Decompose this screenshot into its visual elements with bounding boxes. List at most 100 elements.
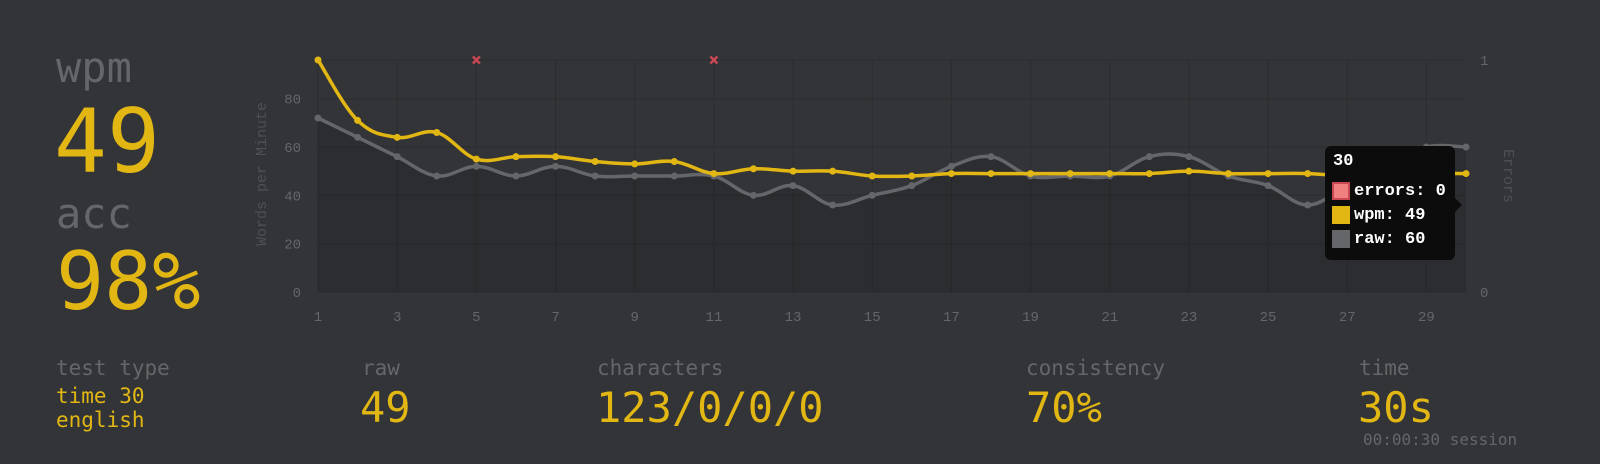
wpm-point [789, 167, 797, 175]
wpm-point [1066, 170, 1074, 178]
wpm-point [1106, 170, 1114, 178]
raw-swatch [1332, 230, 1350, 248]
raw-point [591, 172, 599, 180]
wpm-point [1462, 170, 1470, 178]
time-label: time [1359, 356, 1410, 380]
x-tick-label: 3 [393, 310, 401, 326]
x-tick-label: 5 [472, 310, 480, 326]
accuracy-label: acc [56, 189, 132, 238]
wpm-series [314, 56, 1470, 180]
y2-tick-label: 1 [1480, 54, 1488, 70]
raw-point [1145, 153, 1153, 161]
raw-point [512, 172, 520, 180]
wpm-point [749, 165, 757, 173]
raw-point [670, 172, 678, 180]
test-type-language: english [56, 408, 145, 432]
wpm-point [670, 158, 678, 165]
error-marker [709, 55, 719, 65]
wpm-point [354, 116, 362, 124]
x-tick-label: 9 [630, 310, 638, 326]
raw-point [354, 133, 362, 141]
y2-axis-title: Errors [1499, 149, 1516, 203]
x-tick-label: 1 [314, 310, 322, 326]
raw-value: 49 [360, 383, 411, 432]
accuracy-value: 98% [56, 235, 201, 328]
x-tick-label: 7 [551, 310, 559, 326]
x-tick-label: 21 [1101, 310, 1118, 326]
tooltip-caret [1455, 198, 1462, 212]
wpm-line [316, 59, 1467, 179]
tooltip-row-wpm: wpm: 49 [1332, 204, 1425, 226]
x-tick-label: 25 [1260, 310, 1277, 326]
y2-tick-label: 0 [1480, 286, 1488, 302]
raw-point [472, 162, 480, 170]
raw-point [908, 182, 916, 190]
y-tick-label: 0 [293, 286, 301, 302]
x-tick-label: 27 [1339, 310, 1356, 326]
raw-point [433, 172, 441, 180]
y-axis-ticks: 0 20 40 60 80 [284, 93, 301, 302]
error-marker [471, 55, 481, 65]
tooltip-raw: raw: 60 [1354, 229, 1426, 249]
wpm-point [472, 155, 480, 163]
raw-point [1264, 182, 1272, 190]
raw-point [393, 153, 401, 161]
raw-point [314, 114, 322, 122]
tooltip-errors: errors: 0 [1354, 181, 1446, 201]
tooltip-wpm: wpm: 49 [1354, 205, 1426, 225]
wpm-point [1224, 170, 1232, 178]
raw-point [987, 153, 995, 161]
wpm-point [552, 153, 560, 161]
wpm-point [987, 170, 995, 178]
raw-point [631, 172, 639, 180]
consistency-value: 70% [1026, 383, 1102, 432]
x-tick-label: 23 [1180, 310, 1197, 326]
wpm-point [1027, 170, 1035, 178]
x-tick-label: 13 [785, 310, 802, 326]
wpm-point [433, 129, 441, 136]
wpm-point [1264, 170, 1272, 178]
tooltip-row-raw: raw: 60 [1332, 228, 1425, 250]
wpm-point [868, 172, 876, 180]
x-tick-label: 15 [864, 310, 881, 326]
wpm-point [829, 167, 837, 175]
wpm-value: 49 [54, 90, 160, 193]
characters-label: characters [597, 356, 724, 380]
raw-point [749, 191, 757, 199]
raw-area-fill [318, 118, 1466, 292]
wpm-point [631, 160, 639, 168]
test-type-label: test type [56, 356, 170, 380]
wpm-point [314, 56, 322, 64]
x-tick-label: 11 [705, 310, 722, 326]
wpm-point [1185, 167, 1193, 175]
raw-point [789, 182, 797, 190]
errors-swatch [1332, 182, 1350, 200]
wpm-point [908, 172, 916, 180]
error-markers [471, 55, 719, 65]
raw-label: raw [362, 356, 400, 380]
characters-value: 123/0/0/0 [596, 383, 824, 432]
wpm-point [947, 170, 955, 178]
raw-point [1304, 201, 1312, 209]
y-tick-label: 60 [284, 141, 301, 157]
y2-axis-ticks: 01 [1480, 54, 1488, 302]
wpm-label: wpm [56, 43, 132, 92]
tooltip-row-errors: errors: 0 [1332, 180, 1446, 202]
time-value: 30s [1358, 383, 1434, 432]
wpm-swatch [1332, 206, 1350, 224]
wpm-point [393, 133, 401, 141]
tooltip-title: 30 [1333, 152, 1354, 171]
x-axis-ticks: 1 3 5 7 9 11 13 15 17 19 21 23 25 27 29 [314, 310, 1435, 326]
raw-point [552, 162, 560, 170]
x-tick-label: 17 [943, 310, 960, 326]
wpm-point [512, 153, 520, 161]
y-axis-title: Words per Minute [254, 102, 271, 246]
x-tick-label: 19 [1022, 310, 1039, 326]
raw-point [868, 191, 876, 199]
test-type-mode: time 30 [56, 384, 145, 408]
y-tick-label: 80 [284, 93, 301, 109]
raw-point [1185, 153, 1193, 161]
consistency-label: consistency [1026, 356, 1166, 380]
y-tick-label: 40 [284, 189, 301, 205]
